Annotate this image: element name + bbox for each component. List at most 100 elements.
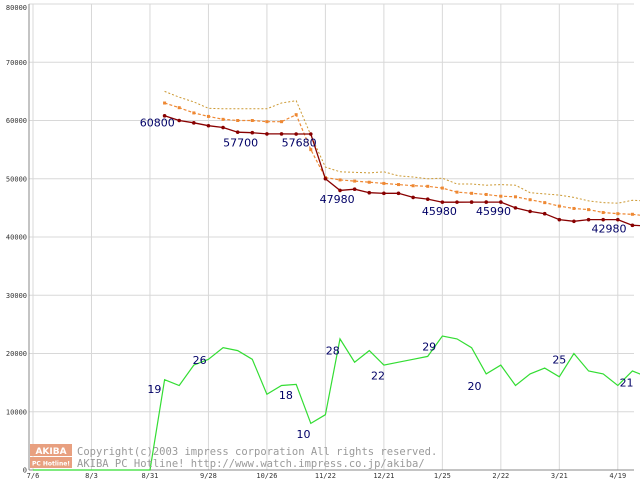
data-label: 60800	[140, 116, 175, 129]
data-label: 26	[193, 354, 207, 367]
data-point	[425, 197, 430, 201]
x-tick-label: 4/19	[609, 472, 626, 480]
data-point	[513, 206, 518, 210]
x-tick-label: 1/25	[434, 472, 451, 480]
x-tick-label: 9/28	[200, 472, 217, 480]
x-tick-label: 2/22	[492, 472, 509, 480]
data-point	[308, 132, 313, 136]
data-point	[513, 195, 517, 199]
data-point	[367, 180, 371, 184]
logo-top-text: AKIBA	[35, 447, 66, 457]
y-tick-label: 10000	[6, 408, 27, 416]
data-point	[221, 117, 225, 121]
watermark: AKIBA PC Hotline! Copyright(c)2003 impre…	[30, 444, 437, 470]
logo-top-block	[30, 444, 72, 456]
credit-url: AKIBA PC Hotline! http://www.watch.impre…	[77, 458, 425, 470]
data-point	[572, 219, 576, 224]
data-point	[338, 178, 342, 182]
data-label: 45980	[422, 205, 457, 218]
data-label: 42980	[592, 222, 627, 235]
data-point	[250, 130, 255, 135]
data-point	[353, 179, 357, 183]
data-point	[367, 190, 372, 195]
data-point	[499, 194, 503, 198]
data-label: 21	[620, 377, 634, 390]
x-tick-label: 12/21	[373, 472, 394, 480]
data-point	[440, 200, 445, 204]
series-line	[164, 90, 640, 204]
y-tick-label: 0	[23, 467, 27, 475]
data-point	[236, 119, 240, 122]
x-tick-label: 10/26	[256, 472, 277, 480]
x-tick-label: 8/31	[142, 472, 159, 480]
data-point	[484, 192, 488, 196]
data-point	[455, 190, 459, 194]
data-label: 19	[147, 383, 161, 396]
data-point	[411, 184, 415, 188]
y-tick-label: 20000	[6, 350, 27, 358]
y-tick-label: 50000	[6, 175, 27, 183]
x-tick-label: 3/21	[551, 472, 568, 480]
data-point	[235, 130, 240, 134]
data-point	[586, 217, 591, 222]
data-point	[470, 191, 474, 195]
data-label: 47980	[320, 193, 355, 206]
data-point	[587, 208, 591, 212]
x-tick-label: 7/6	[27, 472, 40, 480]
credit-copyright: Copyright(c)2003 impress corporation All…	[77, 446, 437, 458]
data-point	[250, 119, 254, 122]
data-point	[484, 200, 489, 204]
data-point	[294, 113, 298, 117]
data-label: 25	[552, 353, 566, 366]
x-tick-label: 8/3	[85, 472, 98, 480]
data-label: 18	[279, 389, 293, 402]
data-label: 45990	[476, 205, 511, 218]
data-point	[528, 198, 532, 202]
data-point	[265, 120, 269, 124]
data-point	[177, 106, 181, 110]
data-point	[382, 191, 386, 196]
series-layer	[33, 90, 640, 471]
y-tick-label: 30000	[6, 292, 27, 300]
y-tick-label: 40000	[6, 234, 27, 242]
data-point	[280, 120, 284, 124]
data-point	[396, 191, 401, 196]
data-point	[397, 183, 400, 187]
data-point	[543, 201, 547, 205]
data-point	[616, 217, 620, 222]
data-label: 57700	[223, 137, 258, 150]
data-point	[309, 148, 313, 152]
data-point	[192, 121, 196, 125]
data-point	[572, 206, 576, 210]
series-3	[33, 335, 640, 471]
data-labels: 6080057700576804798045980459904298038170…	[140, 116, 634, 441]
data-point	[206, 123, 211, 128]
series-line	[33, 335, 640, 471]
data-point	[192, 111, 196, 115]
data-point	[528, 209, 532, 214]
series-1	[163, 101, 640, 216]
data-point	[469, 200, 474, 204]
data-point	[630, 223, 635, 228]
data-point	[206, 114, 210, 118]
data-point	[557, 217, 562, 222]
data-point	[542, 211, 547, 216]
data-point	[499, 200, 503, 204]
data-point	[177, 118, 181, 123]
data-point	[323, 176, 328, 181]
data-point	[630, 212, 634, 216]
data-point	[163, 101, 167, 105]
y-tick-label: 80000	[6, 4, 27, 12]
data-point	[382, 181, 386, 185]
logo-bottom-text: PC Hotline!	[32, 461, 70, 468]
data-point	[426, 184, 430, 188]
data-point	[279, 132, 284, 136]
y-tick-label: 70000	[6, 59, 27, 67]
series-2	[162, 114, 640, 228]
data-label: 57680	[282, 137, 317, 150]
data-label: 28	[326, 345, 340, 358]
tick-labels: 0 10000 20000 30000 40000 50000 60000 70000 8000…	[6, 4, 626, 480]
data-point	[338, 188, 342, 193]
